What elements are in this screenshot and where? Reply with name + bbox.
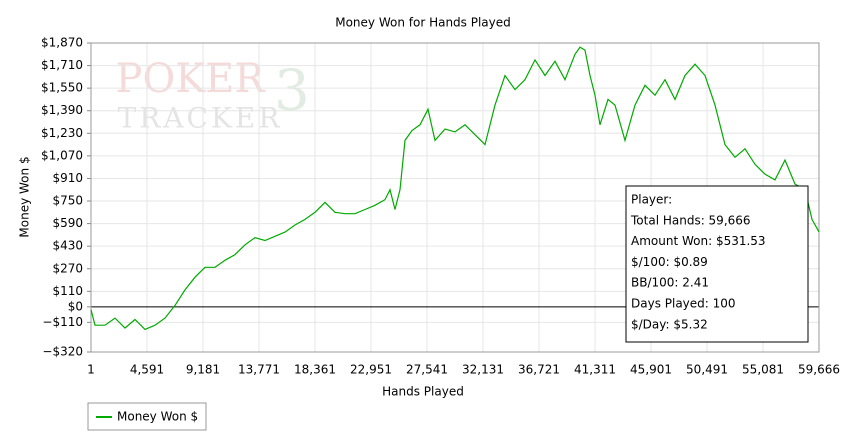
y-tick-label: $0 [68, 299, 83, 313]
x-axis-label: Hands Played [382, 385, 464, 399]
info-line: Amount Won: $531.53 [631, 234, 766, 248]
y-tick-label: $1,390 [41, 103, 83, 117]
x-tick-label: 41,311 [574, 363, 616, 377]
info-line: $/Day: $5.32 [631, 317, 708, 331]
y-tick-label: −$110 [42, 315, 83, 329]
info-line: Total Hands: 59,666 [630, 213, 751, 227]
y-tick-label: $1,070 [41, 148, 83, 162]
y-tick-label: $1,870 [41, 36, 83, 50]
y-tick-label: $270 [52, 261, 83, 275]
y-tick-label: $430 [52, 239, 83, 253]
info-line: Player: [631, 193, 672, 207]
watermark: TRACKER [118, 102, 283, 135]
x-tick-label: 18,361 [294, 363, 336, 377]
watermark: 3 [274, 59, 310, 124]
x-tick-label: 55,081 [742, 363, 784, 377]
x-tick-label: 1 [87, 363, 95, 377]
x-tick-label: 36,721 [518, 363, 560, 377]
x-tick-label: 32,131 [462, 363, 504, 377]
info-line: BB/100: 2.41 [631, 276, 709, 290]
legend-label: Money Won $ [117, 410, 198, 424]
info-line: Days Played: 100 [631, 297, 736, 311]
x-tick-label: 9,181 [186, 363, 220, 377]
x-tick-label: 13,771 [238, 363, 280, 377]
x-tick-label: 59,666 [798, 363, 840, 377]
y-tick-label: $1,710 [41, 58, 83, 72]
data-line [90, 46, 820, 331]
chart-title: Money Won for Hands Played [335, 16, 511, 30]
y-tick-label: $1,550 [41, 81, 83, 95]
y-tick-label: $910 [52, 171, 83, 185]
x-tick-label: 22,951 [350, 363, 392, 377]
info-box [625, 185, 809, 343]
y-tick-label: $110 [52, 284, 83, 298]
y-tick-label: −$320 [42, 345, 83, 359]
x-tick-label: 50,491 [686, 363, 728, 377]
plot-border [90, 42, 820, 353]
y-tick-label: $1,230 [41, 126, 83, 140]
y-tick-label: $590 [52, 216, 83, 230]
y-axis-label: Money Won $ [18, 156, 32, 237]
x-tick-label: 4,591 [130, 363, 164, 377]
y-tick-label: $750 [52, 194, 83, 208]
x-tick-label: 27,541 [406, 363, 448, 377]
watermark: POKER [116, 56, 267, 102]
info-line: $/100: $0.89 [631, 255, 708, 269]
x-tick-label: 45,901 [630, 363, 672, 377]
